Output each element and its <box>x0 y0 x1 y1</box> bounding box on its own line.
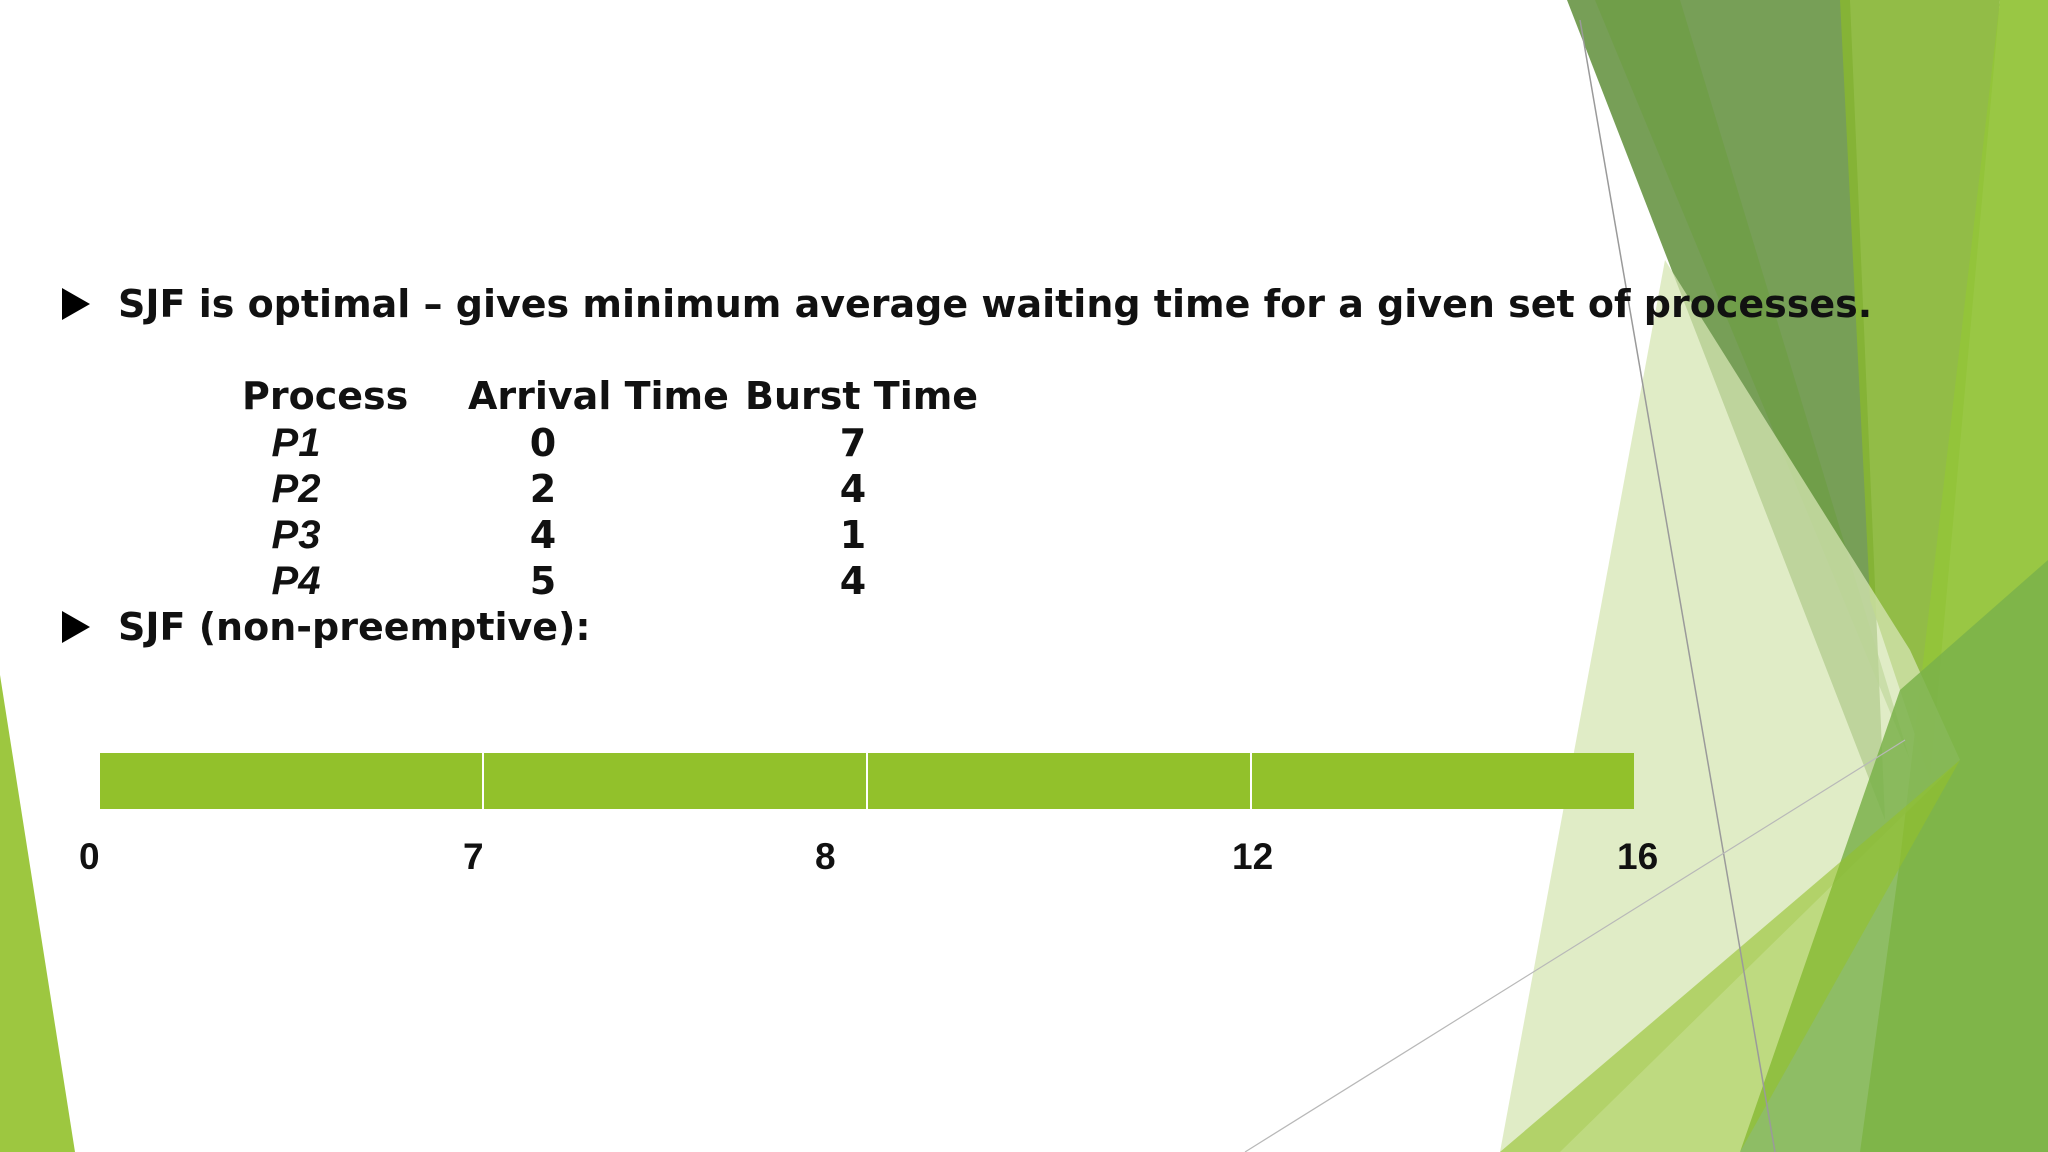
row-arrival: 0 <box>529 421 557 465</box>
gantt-tick-label: 0 <box>79 836 100 877</box>
gantt-segment <box>100 753 484 809</box>
header-burst-time: Burst Time <box>745 374 979 418</box>
row-burst: 7 <box>839 421 867 465</box>
right-light-shape <box>1500 260 1960 1152</box>
gantt-tick-label: 8 <box>815 836 836 877</box>
gantt-segment <box>1252 753 1634 809</box>
row-process: P2 <box>271 467 321 511</box>
row-process: P1 <box>271 421 321 465</box>
bullet-sjf-optimal: SJF is optimal – gives minimum average w… <box>62 282 1872 326</box>
decor-line-2 <box>1244 739 1906 1152</box>
row-arrival: 2 <box>529 467 557 511</box>
gantt-segment <box>868 753 1252 809</box>
row-process: P3 <box>271 513 321 557</box>
gantt-chart-bar <box>100 753 1634 809</box>
gantt-tick-label: 7 <box>463 836 484 877</box>
bullet-arrow-icon <box>62 288 90 320</box>
gantt-segment <box>484 753 868 809</box>
right-bottom-shape <box>1500 760 1960 1152</box>
header-arrival-time: Arrival Time <box>468 374 729 418</box>
row-burst: 4 <box>839 559 867 603</box>
header-process: Process <box>242 374 409 418</box>
right-green-shape <box>1840 0 2000 780</box>
decor-line-1 <box>1579 19 1776 1152</box>
row-arrival: 5 <box>529 559 557 603</box>
row-process: P4 <box>271 559 321 603</box>
bullet-arrow-icon <box>62 611 90 643</box>
gantt-tick-label: 12 <box>1232 836 1274 877</box>
row-burst: 4 <box>839 467 867 511</box>
bullet-text: SJF is optimal – gives minimum average w… <box>118 282 1873 326</box>
bullet-sjf-non-preemptive: SJF (non-preemptive): <box>62 605 591 649</box>
bullet-text: SJF (non-preemptive): <box>118 605 591 649</box>
gantt-tick-label: 16 <box>1617 836 1659 877</box>
row-burst: 1 <box>839 513 867 557</box>
row-arrival: 4 <box>529 513 557 557</box>
left-accent-shape <box>0 675 75 1152</box>
